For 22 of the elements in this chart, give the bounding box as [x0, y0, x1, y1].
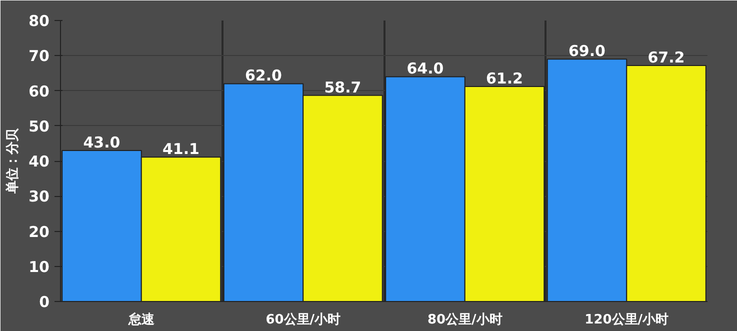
y-tick-label: 50: [28, 117, 50, 136]
x-tick-label: 80公里/小时: [427, 312, 502, 328]
y-tick-label: 30: [28, 188, 50, 206]
data-label: 43.0: [83, 133, 120, 152]
data-label: 41.1: [162, 140, 200, 158]
data-label: 67.2: [648, 48, 685, 66]
data-label: 58.7: [324, 78, 362, 96]
data-label: 64.0: [406, 60, 444, 78]
y-tick-label: 40: [28, 152, 50, 170]
x-tick-label: 60公里/小时: [266, 312, 341, 328]
y-tick-label: 0: [39, 293, 50, 311]
y-tick-label: 60: [28, 82, 50, 100]
y-axis-title: 单位：分贝: [4, 128, 21, 194]
data-label: 69.0: [568, 42, 606, 60]
y-tick-label: 10: [28, 258, 50, 276]
y-tick-label: 20: [28, 222, 50, 241]
y-tick-label: 80: [28, 12, 50, 30]
x-tick-label: 怠速: [127, 312, 156, 328]
x-tick-label: 120公里/小时: [584, 312, 669, 328]
data-label: 61.2: [486, 70, 524, 88]
data-label: 62.0: [244, 66, 282, 85]
y-tick-label: 70: [28, 47, 50, 66]
